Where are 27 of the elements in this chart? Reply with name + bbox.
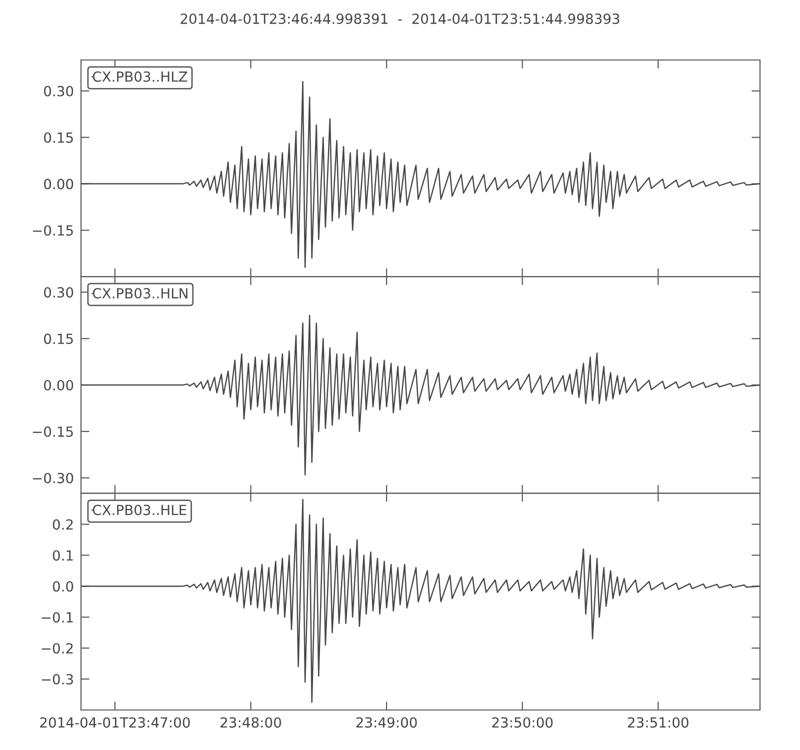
line-series <box>81 498 760 703</box>
legend-label: CX.PB03..HLE <box>92 504 186 516</box>
y-tick-label: 0.15 <box>44 132 73 143</box>
y-tick-label: −0.2 <box>42 643 73 654</box>
y-tick-label: −0.15 <box>32 225 73 236</box>
y-tick-label: 0.2 <box>52 519 73 530</box>
x-tick-label: 23:48:00 <box>220 717 282 728</box>
y-tick-label: 0.30 <box>44 287 74 298</box>
legend-label: CX.PB03..HLZ <box>92 71 188 82</box>
chart-title: 2014-04-01T23:46:44.998391 - 2014-04-01T23:51:44.998393 <box>180 14 620 24</box>
legend-label: CX.PB03..HLN <box>92 288 188 299</box>
x-tick-label: 2014-04-01T23:47:00 <box>40 717 190 728</box>
y-tick-label: 0.15 <box>44 334 73 344</box>
y-tick-label: 0.0 <box>52 581 74 592</box>
y-tick-label: 0.00 <box>44 178 74 190</box>
x-tick-label: 23:49:00 <box>356 717 417 728</box>
y-tick-label: −0.3 <box>42 674 73 685</box>
y-tick-label: 0.00 <box>44 380 74 390</box>
x-tick-label: 23:51:00 <box>628 717 688 728</box>
x-tick-label: 23:50:00 <box>492 717 553 728</box>
y-tick-label: 0.30 <box>44 86 74 96</box>
y-tick-label: −0.30 <box>32 472 74 484</box>
line-series <box>81 81 760 268</box>
y-tick-label: −0.15 <box>32 426 73 437</box>
y-tick-label: −0.1 <box>42 612 73 623</box>
y-tick-label: 0.1 <box>52 550 73 561</box>
line-series <box>81 314 760 476</box>
